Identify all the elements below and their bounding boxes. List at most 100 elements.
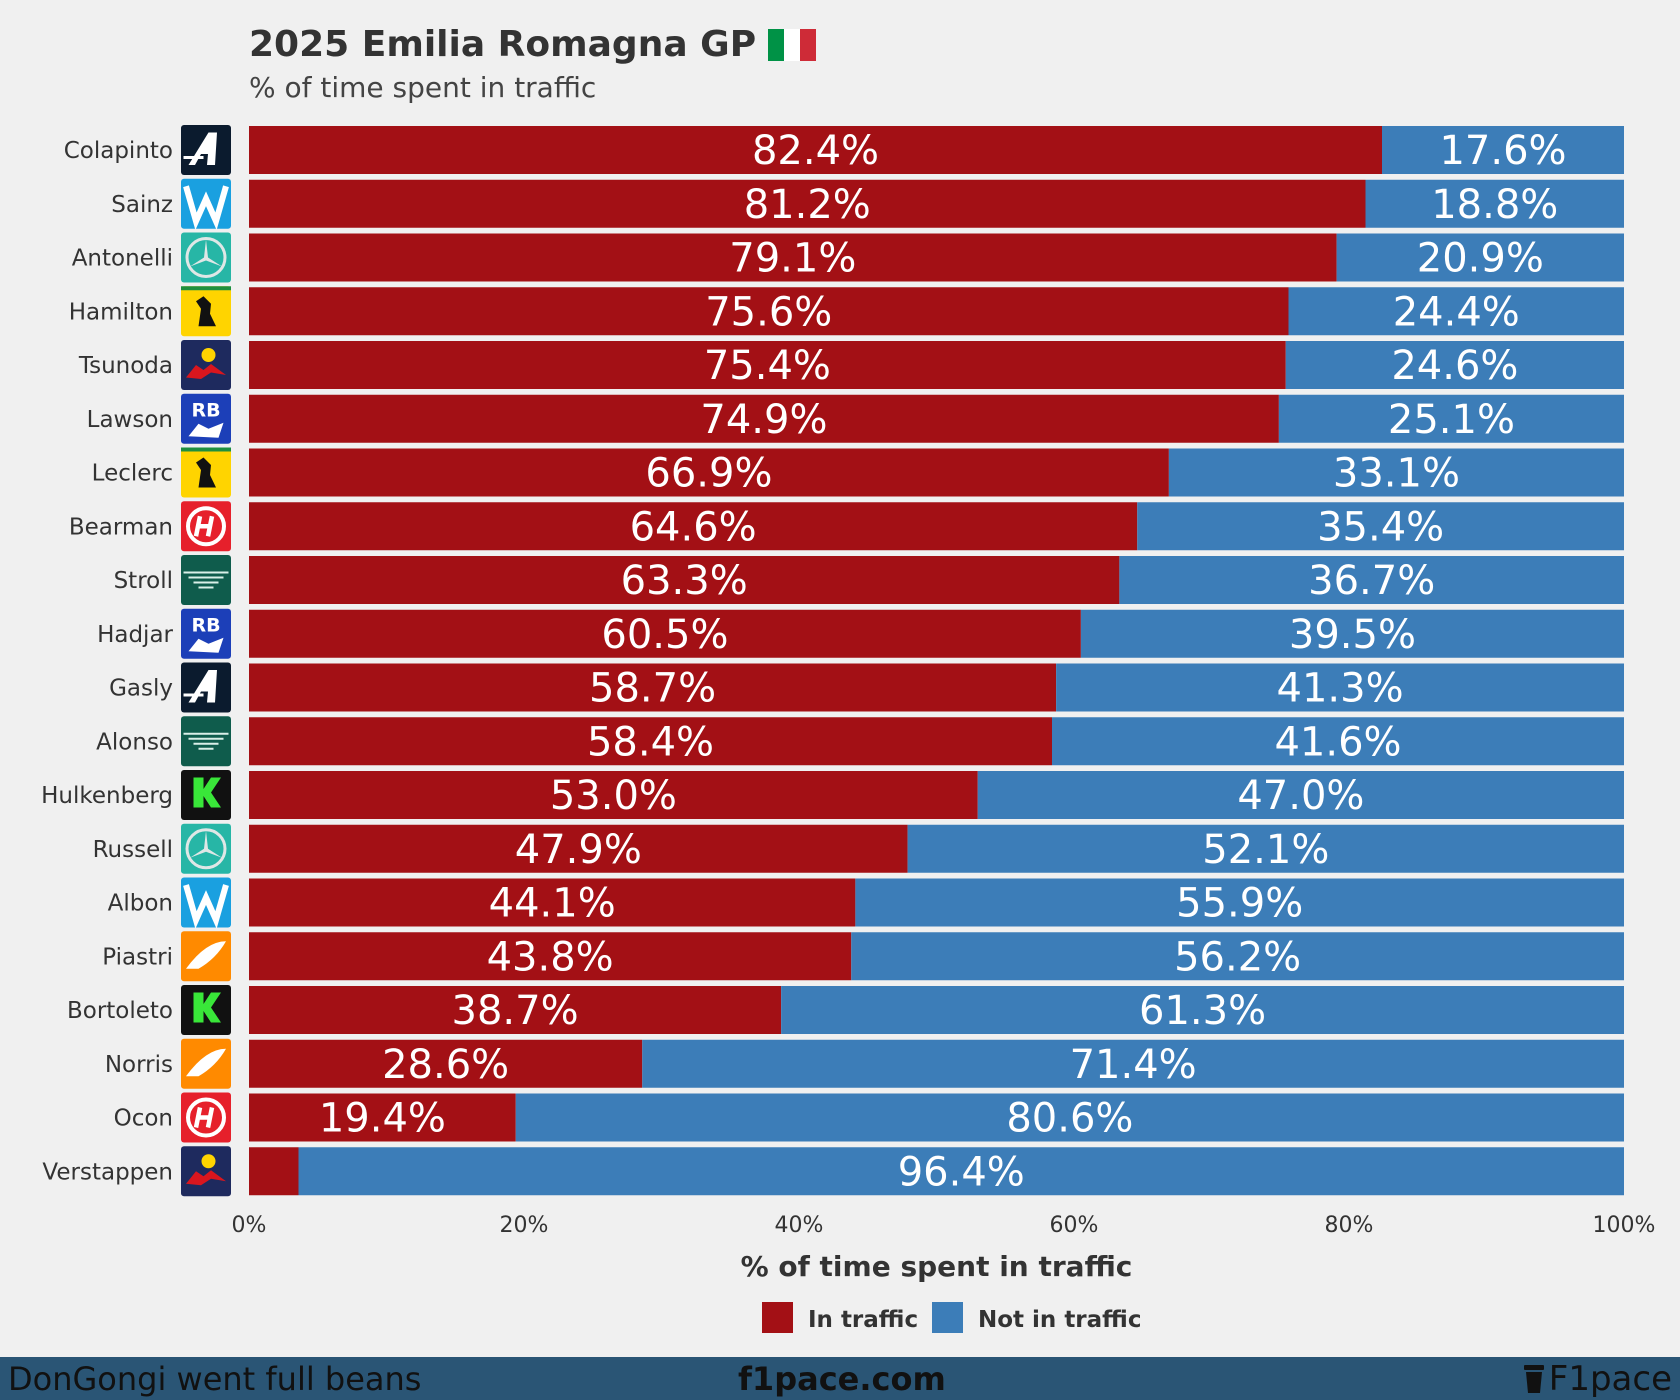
bar-in-traffic[interactable]: [249, 394, 1279, 443]
mercedes-logo-icon: [181, 823, 231, 874]
bar-in-traffic[interactable]: [249, 233, 1337, 282]
bar-not-in-traffic[interactable]: [1137, 502, 1624, 551]
alpine-logo-icon: [181, 125, 231, 175]
driver-label: Hamilton: [69, 299, 173, 325]
footer-website[interactable]: f1pace.com: [738, 1359, 946, 1398]
title-block: 2025 Emilia Romagna GP % of time spent i…: [249, 24, 817, 104]
sauber-logo-icon: [181, 770, 231, 820]
x-tick-label: 20%: [500, 1213, 549, 1238]
value-label-in-traffic: 43.8%: [487, 934, 614, 980]
driver-label: Albon: [108, 891, 173, 917]
chart-subtitle: % of time spent in traffic: [249, 71, 597, 104]
legend-label-not-in-traffic: Not in traffic: [978, 1307, 1141, 1333]
bar-not-in-traffic[interactable]: [1052, 717, 1624, 766]
value-label-not-in-traffic: 18.8%: [1431, 182, 1558, 228]
driver-label: Bortoleto: [67, 998, 173, 1024]
bar-not-in-traffic[interactable]: [907, 824, 1624, 873]
bar-in-traffic[interactable]: [249, 1093, 516, 1142]
bar-not-in-traffic[interactable]: [855, 878, 1624, 927]
bar-not-in-traffic[interactable]: [1382, 126, 1624, 174]
bar-in-traffic[interactable]: [249, 126, 1382, 174]
bar-in-traffic[interactable]: [249, 556, 1120, 604]
value-label-not-in-traffic: 36.7%: [1308, 558, 1435, 604]
x-tick-label: 80%: [1325, 1213, 1374, 1238]
redbull-logo-icon: [181, 340, 231, 390]
bar-in-traffic[interactable]: [249, 1039, 643, 1088]
value-label-in-traffic: 58.4%: [587, 719, 714, 765]
bar-not-in-traffic[interactable]: [1288, 287, 1625, 336]
bar-not-in-traffic[interactable]: [977, 771, 1624, 819]
value-label-not-in-traffic: 17.6%: [1439, 128, 1566, 174]
racingbulls-logo-icon: RB: [181, 393, 231, 444]
value-label-in-traffic: 82.4%: [752, 128, 879, 174]
bar-in-traffic[interactable]: [249, 287, 1289, 336]
bar-in-traffic[interactable]: [249, 878, 856, 927]
bar-in-traffic[interactable]: [249, 771, 978, 819]
sauber-logo-icon: [181, 985, 231, 1035]
cup-icon: [1523, 1364, 1544, 1393]
driver-label: Piastri: [102, 944, 173, 970]
bar-in-traffic[interactable]: [249, 179, 1366, 228]
legend-swatch-in-traffic: [762, 1302, 793, 1333]
chart-title-text: 2025 Emilia Romagna GP: [249, 24, 757, 65]
value-label-not-in-traffic: 35.4%: [1317, 504, 1444, 550]
mclaren-logo-icon: [181, 931, 231, 982]
mercedes-logo-icon: [181, 232, 231, 283]
driver-label: Hadjar: [97, 622, 173, 648]
astonmartin-logo-icon: [181, 555, 231, 605]
driver-label: Sainz: [111, 192, 173, 218]
value-label-not-in-traffic: 39.5%: [1289, 612, 1416, 658]
bar-in-traffic[interactable]: [249, 609, 1081, 658]
bar-in-traffic[interactable]: [249, 986, 782, 1034]
bar-in-traffic[interactable]: [249, 448, 1169, 497]
bar-not-in-traffic[interactable]: [298, 1147, 1625, 1196]
legend-swatch-not-in-traffic: [932, 1302, 963, 1333]
value-label-in-traffic: 53.0%: [550, 773, 677, 819]
bar-not-in-traffic[interactable]: [515, 1093, 1624, 1142]
bar-not-in-traffic[interactable]: [1278, 394, 1624, 443]
value-label-in-traffic: 81.2%: [744, 182, 871, 228]
svg-text:RB: RB: [191, 614, 220, 636]
driver-label: Hulkenberg: [41, 783, 173, 809]
driver-label: Gasly: [109, 676, 173, 702]
legend: In traffic Not in traffic: [762, 1302, 1141, 1333]
bar-not-in-traffic[interactable]: [1365, 179, 1625, 228]
bar-in-traffic[interactable]: [249, 932, 852, 981]
bar-not-in-traffic[interactable]: [1168, 448, 1624, 497]
bar-in-traffic[interactable]: [249, 824, 908, 873]
driver-label: Verstappen: [42, 1159, 173, 1185]
bar-not-in-traffic[interactable]: [642, 1039, 1624, 1088]
bar-in-traffic[interactable]: [249, 1147, 299, 1196]
value-label-in-traffic: 60.5%: [601, 612, 728, 658]
bar-not-in-traffic[interactable]: [1336, 233, 1624, 282]
value-label-in-traffic: 66.9%: [645, 451, 772, 497]
williams-logo-icon: [181, 178, 231, 231]
bar-in-traffic[interactable]: [249, 663, 1057, 712]
value-label-in-traffic: 79.1%: [729, 236, 856, 282]
value-label-not-in-traffic: 80.6%: [1006, 1096, 1133, 1142]
value-label-in-traffic: 63.3%: [621, 558, 748, 604]
value-label-not-in-traffic: 61.3%: [1139, 988, 1266, 1034]
mclaren-logo-icon: [181, 1038, 231, 1089]
value-label-not-in-traffic: 25.1%: [1388, 397, 1515, 443]
x-tick-label: 40%: [775, 1213, 824, 1238]
bar-in-traffic[interactable]: [249, 502, 1138, 551]
ferrari-logo-icon: [181, 286, 231, 337]
x-axis-title: % of time spent in traffic: [741, 1250, 1133, 1283]
value-label-not-in-traffic: 52.1%: [1202, 827, 1329, 873]
value-label-not-in-traffic: 41.6%: [1274, 719, 1401, 765]
value-label-not-in-traffic: 56.2%: [1174, 934, 1301, 980]
bar-in-traffic[interactable]: [249, 341, 1286, 389]
value-label-in-traffic: 44.1%: [489, 881, 616, 927]
value-label-in-traffic: 75.6%: [705, 289, 832, 335]
bar-not-in-traffic[interactable]: [1285, 341, 1624, 389]
bar-in-traffic[interactable]: [249, 717, 1052, 766]
bar-not-in-traffic[interactable]: [851, 932, 1624, 981]
bar-not-in-traffic[interactable]: [781, 986, 1624, 1034]
bar-not-in-traffic[interactable]: [1056, 663, 1624, 712]
bar-not-in-traffic[interactable]: [1080, 609, 1624, 658]
bar-not-in-traffic[interactable]: [1119, 556, 1624, 604]
value-label-not-in-traffic: 24.4%: [1393, 289, 1520, 335]
value-label-in-traffic: 47.9%: [515, 827, 642, 873]
footer-bar: DonGongi went full beans f1pace.com F1pa…: [0, 1357, 1680, 1400]
